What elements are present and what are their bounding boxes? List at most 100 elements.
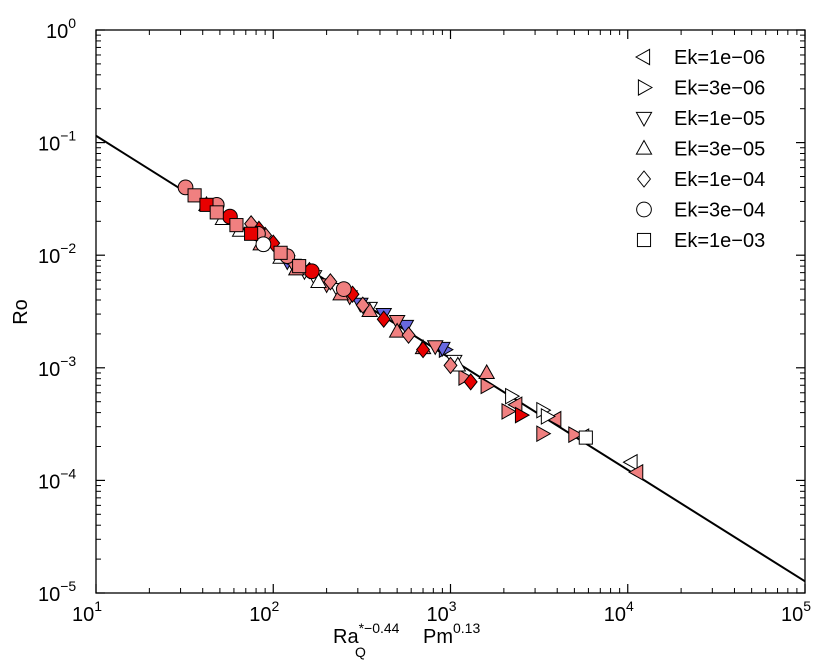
x-axis-label-base: Ra (333, 626, 359, 648)
legend-label: Ek=3e−04 (674, 200, 765, 222)
legend-marker-icon (636, 201, 652, 218)
legend-label: Ek=1e−06 (674, 47, 765, 69)
y-axis-label: Ro (10, 299, 32, 325)
data-point (622, 453, 638, 471)
x-tick-label: 104 (604, 598, 634, 626)
data-point (536, 425, 552, 443)
data-point (480, 377, 496, 395)
legend-entry: Ek=1e−05 (635, 108, 765, 130)
y-tick-label-base: 10 (38, 471, 60, 493)
data-point (443, 356, 458, 375)
data-point (426, 340, 444, 356)
x-tick-label-exp: 3 (449, 598, 457, 614)
y-tick-label-exp: 0 (68, 15, 76, 31)
y-tick-label: 10−1 (38, 128, 76, 156)
data-point (355, 296, 370, 314)
data-points (177, 179, 644, 481)
x-tick-labels: 101 102 103 104 105 (72, 598, 811, 626)
plot-area (95, 29, 806, 594)
data-point (514, 406, 531, 424)
y-tick-label-base: 10 (38, 359, 60, 381)
legend-marker-icon (634, 48, 651, 66)
legend-entry: Ek=1e−04 (636, 169, 765, 191)
legend-label: Ek=3e−06 (674, 78, 765, 100)
data-point (229, 218, 244, 233)
x-tick-label-exp: 1 (94, 598, 102, 614)
data-point (397, 319, 415, 336)
data-point (628, 463, 644, 481)
data-point (376, 310, 391, 329)
data-point (501, 402, 517, 420)
x-tick-label-exp: 5 (803, 598, 811, 614)
y-tick-label-exp: −5 (60, 578, 76, 594)
data-point (209, 205, 224, 220)
data-point (546, 410, 562, 428)
data-point (416, 340, 431, 359)
data-point (310, 272, 327, 288)
legend-marker-icon (635, 139, 653, 155)
x-tick-label-base: 10 (604, 604, 626, 626)
x-tick-label-base: 10 (249, 604, 271, 626)
legend-label: Ek=1e−04 (674, 169, 765, 191)
y-tick-label-base: 10 (38, 134, 60, 156)
data-point (401, 326, 416, 344)
data-point (292, 259, 307, 274)
y-tick-label: 100 (46, 15, 76, 43)
y-tick-label-base: 10 (46, 21, 68, 43)
data-point (323, 273, 338, 291)
legend-marker-icon (637, 79, 654, 96)
data-point (255, 236, 272, 253)
legend: Ek=1e−06 Ek=3e−06 Ek=1e−05 Ek=3e−05 Ek=1e−04… (634, 47, 765, 252)
x-tick-label: 102 (249, 598, 279, 626)
legend-entry: Ek=3e−06 (637, 78, 765, 100)
x-tick-label-exp: 4 (626, 598, 634, 614)
legend-entry: Ek=3e−04 (636, 200, 765, 222)
y-tick-label-exp: −1 (60, 128, 76, 144)
data-point (335, 281, 352, 297)
data-point (244, 226, 259, 241)
x-axis-label-mid: Pm (423, 626, 453, 648)
x-tick-label-base: 10 (781, 604, 803, 626)
legend-label: Ek=1e−05 (674, 108, 765, 130)
legend-marker-icon (635, 111, 653, 128)
data-point (478, 363, 496, 380)
data-point (388, 314, 406, 331)
legend-entry: Ek=1e−03 (636, 230, 765, 252)
legend-marker-icon (636, 232, 652, 248)
data-point (568, 426, 584, 444)
y-tick-label: 10−2 (38, 240, 76, 268)
data-point (388, 322, 406, 338)
y-tick-label-base: 10 (38, 584, 60, 606)
y-tick-label: 10−4 (38, 465, 76, 493)
data-point (303, 263, 320, 280)
y-tick-label: 10−3 (38, 353, 76, 381)
data-point (273, 245, 288, 260)
y-tick-label-exp: −2 (60, 240, 76, 256)
data-point (578, 430, 593, 445)
legend-label: Ek=1e−03 (674, 230, 765, 252)
legend-marker-icon (636, 170, 652, 188)
x-tick-label: 105 (781, 598, 811, 626)
x-tick-label-exp: 2 (271, 598, 279, 614)
x-axis-label: Ra*−0.44 Q Pm0.13 (333, 620, 480, 660)
data-point (505, 387, 521, 405)
x-tick-label: 103 (426, 598, 456, 626)
x-axis-label-sup2: 0.13 (453, 620, 480, 636)
data-point (540, 407, 556, 425)
y-tick-label-exp: −3 (60, 353, 76, 369)
legend-entry: Ek=1e−06 (634, 47, 765, 69)
legend-label: Ek=3e−05 (674, 139, 765, 161)
x-axis-label-sub1: Q (355, 644, 366, 660)
y-tick-label-exp: −4 (60, 465, 76, 481)
legend-entry: Ek=3e−05 (635, 139, 765, 161)
data-point (463, 373, 478, 391)
plot-frame (95, 29, 806, 594)
x-axis-label-sup1: *−0.44 (359, 620, 400, 636)
y-tick-label-base: 10 (38, 246, 60, 268)
data-point (187, 188, 202, 203)
x-tick-label-base: 10 (426, 604, 448, 626)
y-tick-label: 10−5 (38, 578, 76, 606)
x-tick-label-base: 10 (72, 604, 94, 626)
